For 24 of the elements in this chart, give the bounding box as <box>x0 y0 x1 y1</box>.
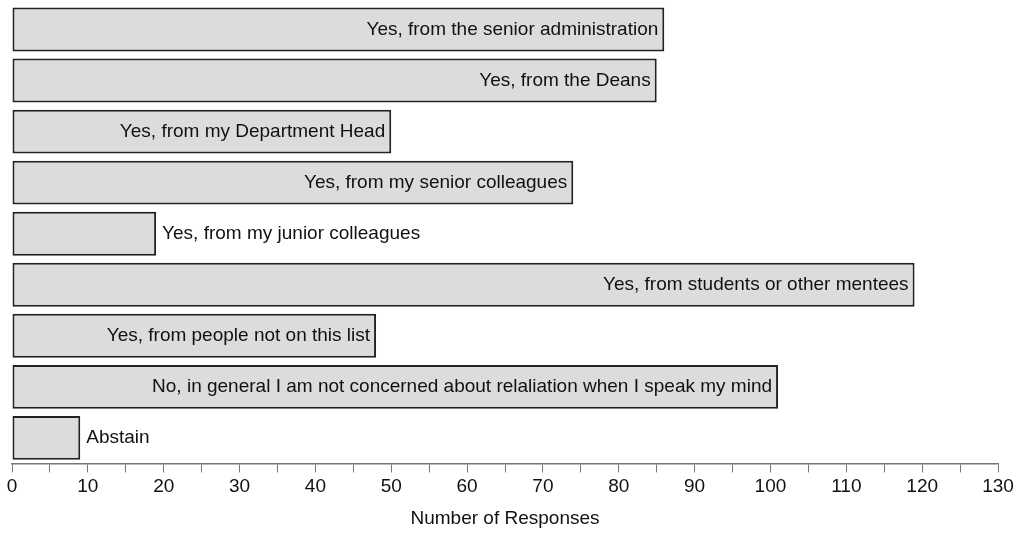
x-tick-label: 20 <box>153 475 175 497</box>
y-tick-label: Yes, from students or other mentees <box>602 272 909 294</box>
x-tick-label: 130 <box>982 475 1014 497</box>
x-tick-label: 40 <box>304 475 326 497</box>
x-tick-label: 80 <box>608 475 630 497</box>
x-tick-label: 0 <box>6 475 18 497</box>
y-tick-label: Yes, from the senior administration <box>366 17 659 39</box>
x-tick-label: 90 <box>684 475 706 497</box>
x-tick-label: 120 <box>906 475 939 497</box>
y-tick-label: Yes, from the Deans <box>479 68 651 90</box>
x-tick-label: 10 <box>77 475 99 497</box>
y-tick-label: Yes, from people not on this list <box>106 324 371 346</box>
y-tick-label: No, in general I am not concerned about relaliation when I speak my mind <box>152 375 773 397</box>
x-tick-label: 100 <box>754 475 787 497</box>
y-tick-label: Yes, from my junior colleagues <box>162 221 421 243</box>
x-tick-label: 60 <box>456 475 478 497</box>
y-tick-label: Yes, from my senior colleagues <box>303 170 568 192</box>
y-tick-label: Abstain <box>86 426 150 448</box>
x-tick-label: 70 <box>532 475 554 497</box>
y-tick-label: Yes, from my Department Head <box>119 119 386 141</box>
x-tick-label: 50 <box>380 475 402 497</box>
x-tick-label: 110 <box>831 475 862 497</box>
x-axis-title: Number of Responses <box>410 506 600 528</box>
x-tick-label: 30 <box>228 475 251 497</box>
